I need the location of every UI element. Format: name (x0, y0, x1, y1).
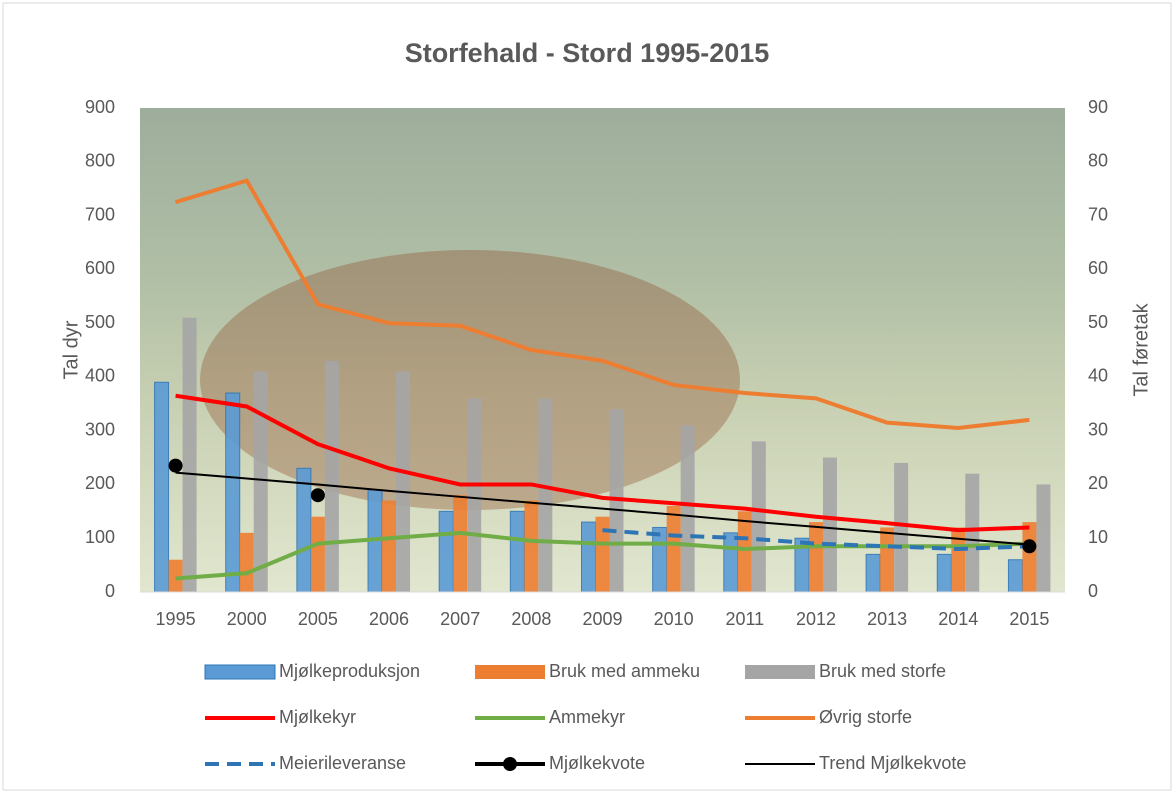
y-tick-label: 100 (85, 527, 115, 547)
y-tick-label: 700 (85, 204, 115, 224)
legend-label: Øvrig storfe (819, 707, 912, 727)
y-tick-label: 200 (85, 473, 115, 493)
bar (822, 457, 837, 592)
bar (396, 371, 411, 592)
bar (951, 527, 966, 592)
line (174, 178, 1030, 430)
legend-marker (503, 757, 517, 771)
legend-label: Ammekyr (549, 707, 625, 727)
y2-tick-label: 60 (1088, 258, 1108, 278)
chart-title: Storfehald - Stord 1995-2015 (405, 38, 770, 68)
y2-tick-label: 80 (1088, 151, 1108, 171)
y-tick-label: 800 (85, 151, 115, 171)
marker (1022, 539, 1037, 554)
bar (453, 495, 468, 592)
y2-tick-label: 90 (1088, 97, 1108, 117)
legend-label: Meierileveranse (279, 753, 406, 773)
line (175, 393, 1030, 533)
y-tick-label: 500 (85, 312, 115, 332)
legend-label: Bruk med ammeku (549, 661, 700, 681)
y-tick-label: 400 (85, 366, 115, 386)
x-tick-label: 2007 (440, 609, 480, 629)
x-tick-label: 1995 (156, 609, 196, 629)
legend-label: Bruk med storfe (819, 661, 946, 681)
legend-label: Mjølkeproduksjon (279, 661, 420, 681)
bar (880, 527, 895, 592)
x-tick-label: 2005 (298, 609, 338, 629)
x-tick-label: 2009 (582, 609, 622, 629)
bar (382, 500, 397, 592)
bar (438, 510, 454, 593)
bar (652, 526, 668, 593)
bar (965, 473, 980, 592)
y2-tick-label: 30 (1088, 419, 1108, 439)
bar (737, 511, 752, 592)
bar (182, 317, 197, 592)
bar (808, 522, 823, 592)
bar (595, 516, 610, 592)
y2-axis-title: Tal føretak (1130, 302, 1152, 396)
x-tick-label: 2014 (938, 609, 978, 629)
line (175, 471, 1030, 546)
bar (1022, 522, 1037, 592)
y2-tick-label: 50 (1088, 312, 1108, 332)
bar (154, 381, 170, 593)
y-tick-label: 600 (85, 258, 115, 278)
x-tick-label: 2010 (654, 609, 694, 629)
bar (296, 467, 312, 593)
bar (680, 425, 695, 592)
bar (865, 553, 881, 593)
bar (1007, 559, 1023, 593)
bar (310, 516, 325, 592)
bar (324, 360, 339, 592)
x-tick-label: 2015 (1009, 609, 1049, 629)
line (602, 528, 1030, 551)
y-tick-label: 0 (105, 581, 115, 601)
line (175, 530, 1030, 581)
x-tick-label: 2012 (796, 609, 836, 629)
legend-swatch (204, 664, 276, 680)
bar (723, 532, 739, 593)
legend-swatch (745, 665, 815, 679)
bar (1036, 484, 1051, 592)
y2-tick-label: 10 (1088, 527, 1108, 547)
x-tick-label: 2008 (511, 609, 551, 629)
y-axis-title: Tal dyr (60, 320, 82, 379)
legend-label: Trend Mjølkekvote (819, 753, 966, 773)
y2-tick-label: 0 (1088, 581, 1098, 601)
legend-label: Mjølkekyr (279, 707, 356, 727)
bar (538, 398, 553, 592)
bar (225, 392, 241, 593)
bar (581, 521, 596, 593)
x-tick-label: 2006 (369, 609, 409, 629)
y2-tick-label: 20 (1088, 473, 1108, 493)
bar (253, 371, 268, 592)
bar (467, 398, 482, 592)
legend-label: Mjølkekvote (549, 753, 645, 773)
legend-swatch (475, 665, 545, 679)
bar (509, 510, 525, 593)
bar (894, 462, 909, 592)
bar (751, 441, 766, 592)
marker (310, 488, 325, 503)
x-tick-label: 2000 (227, 609, 267, 629)
bar (239, 532, 254, 592)
y2-tick-label: 40 (1088, 366, 1108, 386)
y-tick-label: 900 (85, 97, 115, 117)
y2-tick-label: 70 (1088, 204, 1108, 224)
bar (666, 505, 681, 592)
y-tick-label: 300 (85, 419, 115, 439)
x-tick-label: 2011 (725, 609, 764, 629)
x-tick-label: 2013 (867, 609, 907, 629)
marker (168, 458, 183, 473)
bar (936, 553, 952, 593)
background-photo (140, 108, 1065, 592)
bar (168, 559, 183, 592)
bar (524, 500, 539, 592)
